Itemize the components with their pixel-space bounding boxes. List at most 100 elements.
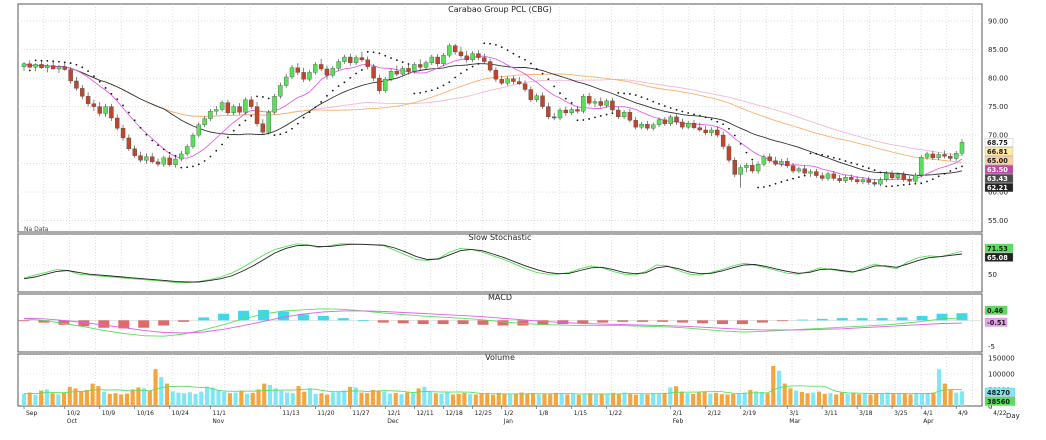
sar-dot [227,136,229,139]
x-axis-tick-label: 2/19 [743,410,757,417]
macd-histogram-bar [796,319,808,321]
volume-bar [382,391,387,406]
sar-dot [722,123,725,126]
sar-dot [669,107,672,109]
sar-dot [425,90,427,93]
macd-histogram-bar [437,320,449,325]
macd-histogram-bar [397,320,409,324]
candle-body [860,179,866,182]
volume-bar [353,387,358,406]
candle-body [878,179,883,185]
sar-dot [302,116,305,119]
x-axis-tick-label: 10/2 [67,410,81,417]
candle-body [540,95,545,107]
candle-body [68,69,73,82]
sar-dot [943,172,946,175]
sar-dot [454,76,457,79]
sar-dot [168,151,171,154]
x-axis-unit-label: Day [1006,412,1020,420]
candle-body [441,55,446,64]
volume-bar [347,386,353,406]
price-value-badge-text: 63.43 [987,175,1008,183]
volume-bar [21,393,27,406]
volume-bar [319,393,324,406]
sar-dot [961,165,963,168]
macd-histogram-bar [138,320,150,328]
volume-bar [273,388,278,406]
sar-dot [63,61,66,64]
macd-value-badge-text: 0.46 [987,307,1004,315]
volume-bar [285,392,290,406]
sar-dot [157,144,159,146]
macd-value-badge-text: -0.51 [987,319,1006,327]
volume-bar [828,393,833,406]
volume-bar [159,377,164,406]
macd-histogram-bar [277,311,289,321]
candle-body [895,174,901,178]
sar-dot [908,183,911,186]
candle-body [138,155,143,161]
sar-dot [862,165,864,168]
volume-bar [147,390,152,406]
volume-bar [290,393,295,406]
volume-value-badge [984,396,1016,406]
candle-body [715,129,720,136]
volume-bar [651,393,656,406]
volume-bar [233,392,238,406]
volume-bar [874,393,879,406]
volume-bar [410,393,415,406]
sar-dot [512,52,515,55]
volume-bar [325,394,330,406]
volume-bar [845,393,850,406]
candle-body [330,68,335,76]
price-value-badge [984,138,1014,147]
sar-dot [197,163,200,166]
volume-bar [302,391,307,406]
macd-histogram-bar [337,318,349,321]
candle-body [283,76,289,86]
sar-dot [320,100,323,103]
candle-body [505,78,510,84]
sar-dot [570,102,573,104]
macd-histogram-bar [717,320,728,325]
volume-bar [365,393,370,406]
candle-body [633,120,638,128]
candle-body [45,65,50,68]
candle-body [452,45,458,53]
candle-body [301,72,306,80]
candle-body [377,77,382,91]
sar-dot [308,111,311,114]
stochastic-title: Slow Stochastic [469,233,532,242]
sar-dot [949,170,952,172]
volume-bar [542,393,547,406]
volume-bar [719,394,724,406]
volume-bar [445,392,450,406]
x-axis-tick-label: Dec [387,418,399,425]
candle-body [551,116,557,119]
x-axis-tick-label: 11/20 [317,410,334,417]
volume-bar [954,392,959,406]
sar-dot [710,118,713,121]
sar-dot [844,160,847,162]
candle-body [511,78,516,82]
candle-body [913,174,918,182]
sar-dot [588,118,591,120]
sar-dot [629,93,631,95]
x-axis-tick-label: 11/1 [212,410,226,417]
sar-dot [768,184,771,187]
volume-bar [908,394,913,406]
candle-body [761,156,767,165]
volume-bar [811,392,816,406]
sar-dot [658,103,660,105]
volume-bar [124,393,130,406]
volume-bar [433,393,438,406]
volume-bar [113,393,118,406]
candle-body [639,124,644,128]
sar-dot [920,182,923,185]
macd-histogram-bar [98,320,110,328]
macd-line-0 [23,308,963,337]
sar-dot [436,87,439,90]
candle-body [744,165,749,168]
